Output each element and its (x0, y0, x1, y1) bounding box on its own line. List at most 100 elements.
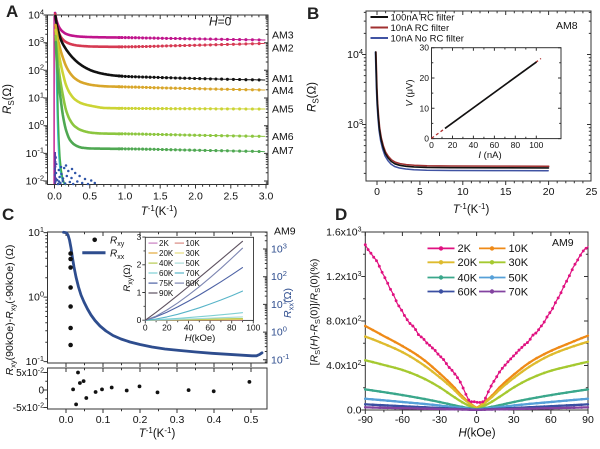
svg-text:AM3: AM3 (272, 30, 294, 42)
svg-text:3.0: 3.0 (259, 191, 274, 203)
svg-text:5x10-2: 5x10-2 (16, 368, 44, 380)
svg-text:30K: 30K (186, 249, 201, 258)
svg-text:AM5: AM5 (272, 104, 294, 116)
svg-text:AM1: AM1 (272, 73, 294, 85)
svg-text:T-1(K-1): T-1(K-1) (453, 202, 490, 216)
svg-text:0: 0 (429, 140, 434, 150)
svg-text:10K: 10K (509, 243, 529, 255)
svg-text:60: 60 (545, 414, 557, 426)
svg-text:0.0: 0.0 (347, 405, 362, 417)
svg-text:0.1: 0.1 (96, 414, 111, 426)
svg-text:3: 3 (137, 232, 142, 242)
svg-text:80: 80 (227, 322, 237, 332)
svg-text:AM2: AM2 (272, 43, 294, 55)
svg-text:RS(Ω): RS(Ω) (307, 82, 321, 112)
svg-text:T-1(K-1): T-1(K-1) (141, 204, 178, 218)
svg-text:[RS(H)-RS(0)]/RS(0)(%): [RS(H)-RS(0)]/RS(0)(%) (309, 259, 323, 366)
svg-text:A: A (6, 2, 18, 21)
svg-text:D: D (335, 205, 347, 224)
svg-text:5: 5 (417, 186, 423, 198)
svg-text:0.4: 0.4 (207, 414, 222, 426)
svg-text:10K: 10K (186, 239, 201, 248)
svg-text:60K: 60K (458, 286, 478, 298)
svg-text:10: 10 (420, 103, 430, 113)
svg-text:0: 0 (38, 386, 44, 397)
svg-text:75K: 75K (159, 279, 174, 288)
svg-text:1.2x103: 1.2x103 (326, 271, 362, 283)
svg-text:B: B (307, 4, 319, 23)
svg-text:40: 40 (469, 140, 479, 150)
svg-text:Rxx: Rxx (110, 249, 125, 262)
svg-text:Rxx(Ω): Rxx(Ω) (282, 288, 296, 318)
svg-text:30K: 30K (509, 257, 529, 269)
svg-text:2.5: 2.5 (223, 191, 238, 203)
svg-text:0.0: 0.0 (59, 414, 74, 426)
svg-text:AM9: AM9 (274, 226, 296, 238)
svg-text:AM9: AM9 (552, 237, 574, 249)
svg-text:25: 25 (586, 186, 598, 198)
svg-text:AM6: AM6 (272, 131, 294, 143)
svg-text:1.5: 1.5 (153, 191, 168, 203)
svg-text:0: 0 (137, 315, 142, 325)
svg-text:2: 2 (137, 260, 142, 270)
svg-text:1.0: 1.0 (118, 191, 133, 203)
svg-text:H(kOe): H(kOe) (185, 333, 216, 344)
svg-text:20: 20 (448, 140, 458, 150)
svg-text:AM7: AM7 (272, 145, 294, 157)
svg-text:0: 0 (374, 186, 380, 198)
svg-text:H(kOe): H(kOe) (458, 428, 495, 440)
svg-text:Rxy: Rxy (110, 236, 125, 249)
svg-text:0.5: 0.5 (244, 414, 259, 426)
svg-text:90K: 90K (159, 289, 174, 298)
svg-text:T-1(K-1): T-1(K-1) (139, 426, 176, 440)
svg-text:20: 20 (420, 73, 430, 83)
svg-text:50K: 50K (509, 272, 529, 284)
svg-text:2K: 2K (159, 239, 169, 248)
svg-text:0: 0 (424, 134, 429, 144)
svg-text:Rxy(90kOe)-Rxy(-90kOe) (Ω): Rxy(90kOe)-Rxy(-90kOe) (Ω) (4, 245, 18, 376)
svg-text:H=0: H=0 (209, 15, 232, 29)
svg-text:80: 80 (511, 140, 521, 150)
svg-text:50K: 50K (186, 259, 201, 268)
svg-text:60K: 60K (159, 269, 174, 278)
svg-text:-30: -30 (432, 414, 447, 426)
svg-text:0.0: 0.0 (47, 191, 62, 203)
svg-text:20: 20 (543, 186, 555, 198)
svg-text:100: 100 (529, 140, 543, 150)
svg-text:40K: 40K (159, 259, 174, 268)
svg-text:-90: -90 (358, 414, 373, 426)
svg-text:1: 1 (137, 287, 142, 297)
svg-text:20K: 20K (159, 249, 174, 258)
svg-text:0.5: 0.5 (82, 191, 97, 203)
svg-text:-5x10-2: -5x10-2 (13, 403, 44, 415)
svg-text:C: C (2, 205, 14, 224)
svg-text:10nA No RC filter: 10nA No RC filter (391, 33, 464, 44)
svg-text:0.2: 0.2 (133, 414, 148, 426)
svg-text:AM8: AM8 (556, 20, 578, 32)
svg-text:15: 15 (500, 186, 512, 198)
svg-text:40: 40 (184, 322, 194, 332)
svg-text:40K: 40K (458, 272, 478, 284)
svg-text:10nA RC filter: 10nA RC filter (391, 23, 450, 34)
svg-text:V (μV): V (μV) (405, 79, 416, 106)
svg-text:Rxy(Ω): Rxy(Ω) (122, 264, 135, 291)
svg-text:I (nA): I (nA) (478, 150, 501, 161)
svg-text:70K: 70K (186, 269, 201, 278)
svg-text:2K: 2K (458, 243, 472, 255)
svg-text:60: 60 (205, 322, 215, 332)
svg-text:AM4: AM4 (272, 85, 294, 97)
svg-text:2.0: 2.0 (188, 191, 203, 203)
svg-text:-60: -60 (395, 414, 410, 426)
svg-text:90: 90 (582, 414, 594, 426)
svg-text:0.3: 0.3 (170, 414, 185, 426)
svg-text:8.0x102: 8.0x102 (326, 316, 362, 328)
svg-text:70K: 70K (509, 286, 529, 298)
svg-text:80K: 80K (186, 279, 201, 288)
svg-text:RS(Ω): RS(Ω) (2, 84, 16, 114)
svg-text:20: 20 (162, 322, 172, 332)
svg-text:10: 10 (457, 186, 469, 198)
svg-text:60: 60 (490, 140, 500, 150)
svg-text:30: 30 (508, 414, 520, 426)
svg-text:30: 30 (420, 43, 430, 53)
svg-text:4.0x102: 4.0x102 (326, 360, 362, 372)
